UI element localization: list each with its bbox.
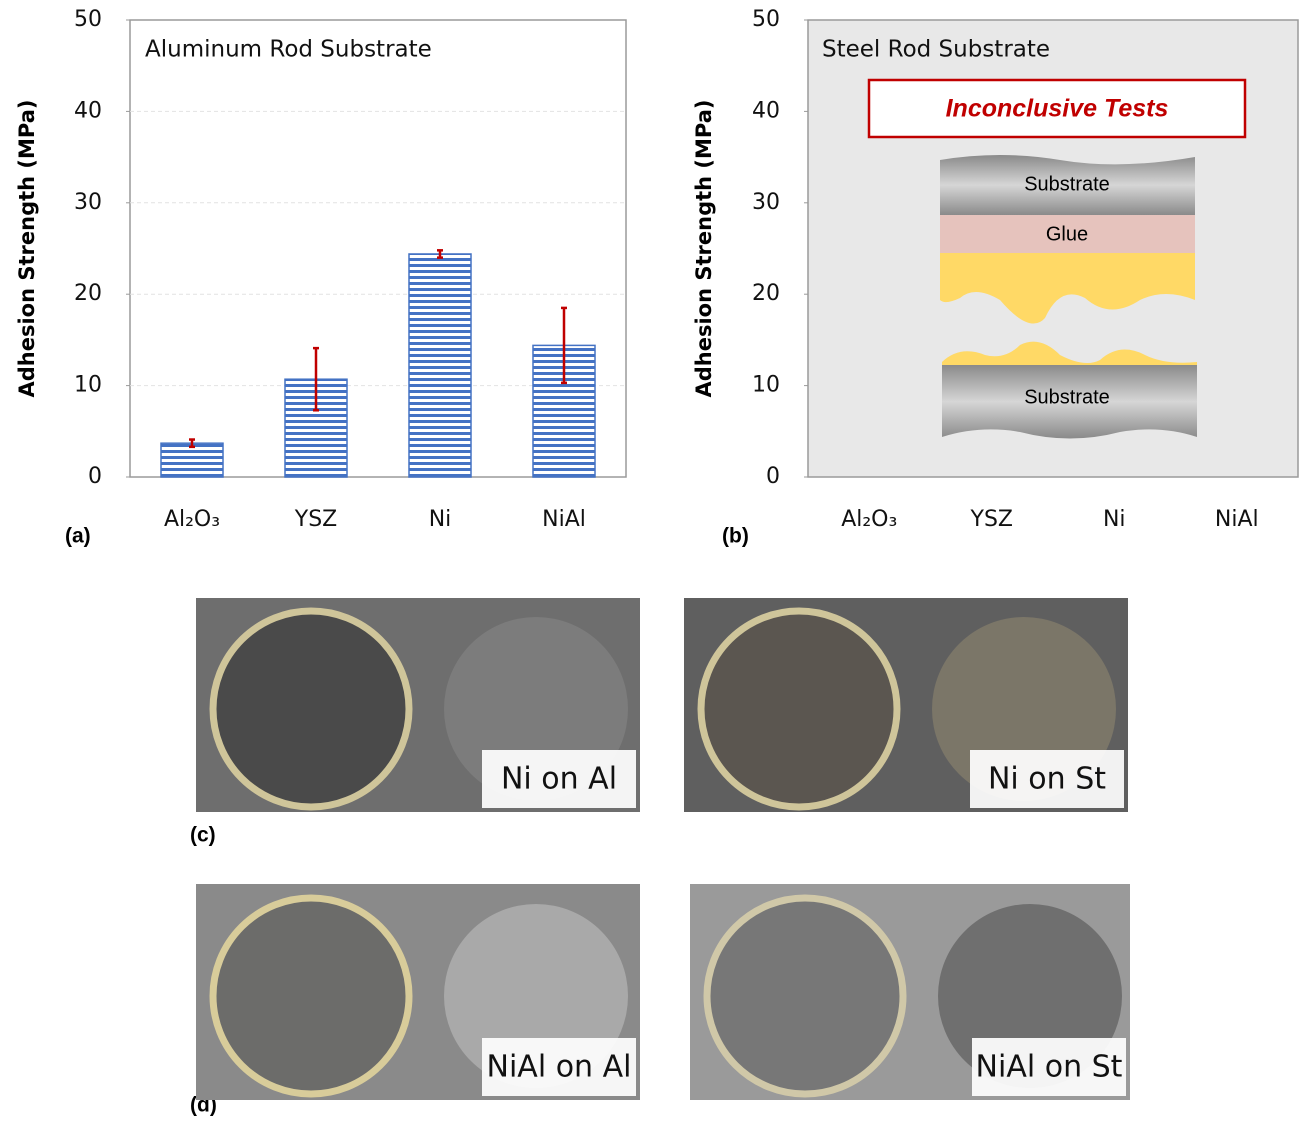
x-tick-label: YSZ (294, 507, 337, 532)
y-tick-label: 0 (88, 464, 102, 489)
y-axis-label: Adhesion Strength (MPa) (15, 100, 39, 398)
photo-label: NiAl on Al (487, 1050, 632, 1085)
x-tick-label: Ni (429, 507, 452, 532)
y-tick-label: 20 (752, 281, 780, 306)
bar (409, 254, 471, 477)
chart-title: Aluminum Rod Substrate (145, 37, 432, 63)
rod-face (701, 611, 897, 807)
panel-label: (b) (722, 525, 749, 548)
rod-face (213, 611, 409, 807)
rod-face (707, 898, 903, 1094)
photo-label: Ni on St (988, 762, 1106, 797)
x-tick-label: Ni (1103, 507, 1126, 532)
x-tick-label: Al₂O₃ (841, 507, 897, 532)
x-tick-label: YSZ (970, 507, 1013, 532)
y-tick-label: 40 (752, 98, 780, 123)
diagram-label: Substrate (1024, 173, 1110, 195)
x-tick-label: Al₂O₃ (164, 507, 220, 532)
bar (161, 443, 223, 477)
panel-label: (c) (190, 824, 216, 847)
y-tick-label: 50 (74, 7, 102, 32)
y-tick-label: 20 (74, 281, 102, 306)
diagram-label: Substrate (1024, 386, 1110, 408)
y-tick-label: 10 (752, 373, 780, 398)
y-tick-label: 40 (74, 98, 102, 123)
y-tick-label: 10 (74, 373, 102, 398)
y-axis-label: Adhesion Strength (MPa) (692, 100, 716, 398)
annotation: Inconclusive Tests (946, 95, 1169, 123)
figure: Steel Rod Substrate Inconclusive Tests S… (0, 0, 1306, 1144)
y-tick-label: 50 (752, 7, 780, 32)
y-tick-label: 0 (766, 464, 780, 489)
photo-label: NiAl on St (976, 1050, 1123, 1085)
photo-label: Ni on Al (501, 762, 617, 797)
rod-face (213, 898, 409, 1094)
y-tick-label: 30 (74, 190, 102, 215)
y-tick-label: 30 (752, 190, 780, 215)
panel-label: (a) (65, 525, 91, 548)
chart-title: Steel Rod Substrate (822, 37, 1050, 63)
diagram-label: Glue (1046, 223, 1088, 245)
x-tick-label: NiAl (1215, 507, 1259, 532)
x-tick-label: NiAl (542, 507, 586, 532)
